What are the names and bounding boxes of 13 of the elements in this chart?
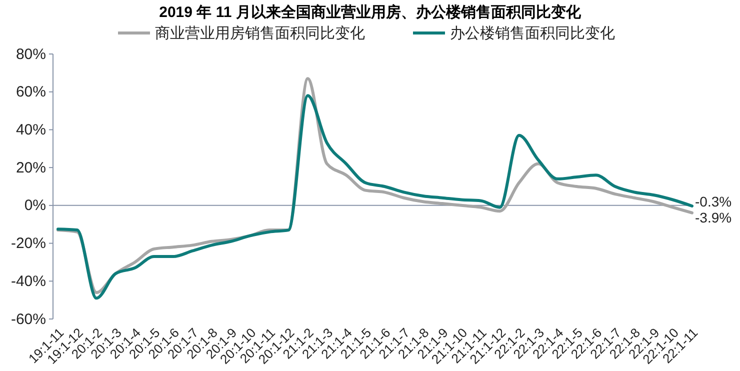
y-tick-label: 80% — [16, 46, 46, 63]
legend-label: 办公楼销售面积同比变化 — [450, 25, 615, 42]
y-tick-label: -60% — [10, 310, 46, 328]
data-label: -3.9% — [695, 209, 732, 226]
y-tick-label: -40% — [10, 272, 46, 290]
data-label: -0.3% — [695, 193, 732, 210]
legend-label: 商业营业用房销售面积同比变化 — [155, 25, 365, 42]
chart-title: 2019 年 11 月以来全国商业营业用房、办公楼销售面积同比变化 — [159, 3, 582, 21]
y-tick-label: 40% — [16, 122, 46, 139]
y-tick-label: 20% — [16, 159, 46, 176]
y-tick-label: -20% — [10, 235, 46, 252]
y-tick-label: 60% — [16, 84, 46, 101]
y-tick-label: 0% — [24, 197, 46, 214]
